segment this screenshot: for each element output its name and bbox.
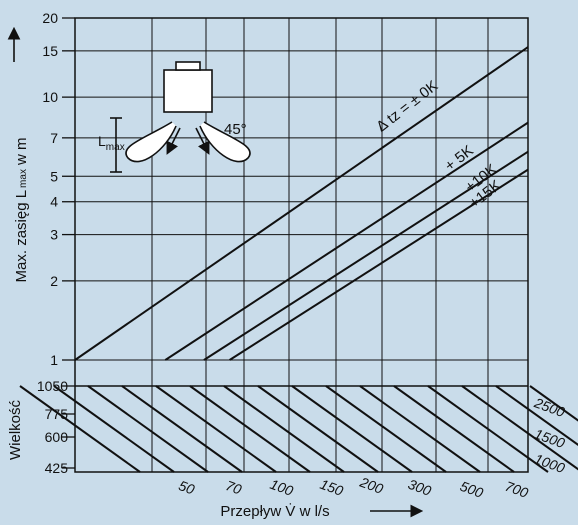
nozzle-body <box>163 69 213 113</box>
y-tick-label-8: 20 <box>42 10 58 26</box>
flow-tick-label-2: 100 <box>268 476 296 499</box>
y-axis-label: Max. zasięg L max w m <box>13 138 30 283</box>
size-diagonal-15 <box>529 385 578 422</box>
inset-length-label: Lmax <box>98 133 125 153</box>
y-axis-label-tail: w m <box>13 138 30 167</box>
airflow-arrow-right <box>195 127 210 155</box>
series-line-0 <box>74 46 529 361</box>
size-tick-label-3: 425 <box>45 460 69 476</box>
size-diagonal-12 <box>427 385 549 473</box>
size-diagonal-0 <box>19 385 141 473</box>
flow-tick-label-0: 50 <box>177 477 197 497</box>
airflow-left <box>125 121 177 163</box>
x-axis-label: Przepływ V̇ w l/s <box>220 503 329 520</box>
size-diagonal-10 <box>359 385 481 473</box>
airflow-arrow-left <box>166 127 181 155</box>
flow-tick-label-4: 200 <box>357 473 386 496</box>
size-diagonal-11 <box>393 385 515 473</box>
y-tick-label-6: 10 <box>42 89 58 105</box>
size-diagonal-5 <box>189 385 311 473</box>
flow-tick-label-8: 1000 <box>532 450 567 476</box>
size-diagonal-1 <box>53 385 175 473</box>
y-axis-label-sub: max <box>18 169 29 188</box>
flow-tick-label-5: 300 <box>406 476 434 499</box>
nozzle-cap <box>175 61 201 71</box>
flow-tick-label-9: 1500 <box>532 425 567 451</box>
flow-tick-label-6: 500 <box>458 478 486 501</box>
size-tick-label-1: 775 <box>45 406 69 422</box>
nozzle-illustration <box>110 61 251 173</box>
y-tick-label-4: 5 <box>50 168 58 184</box>
airflow-right <box>199 121 251 163</box>
series-line-2 <box>203 150 529 361</box>
y-tick-label-2: 3 <box>50 227 58 243</box>
size-diagonal-8 <box>291 385 413 473</box>
size-diagonal-lines <box>19 385 578 473</box>
size-diagonal-13 <box>461 385 578 471</box>
y-tick-label-5: 7 <box>50 130 58 146</box>
series-line-1 <box>164 121 529 361</box>
size-diagonal-7 <box>257 385 379 473</box>
plot-area <box>74 17 529 473</box>
y-tick-label-0: 1 <box>50 352 58 368</box>
size-tick-label-0: 1050 <box>37 378 68 394</box>
y-axis-label-main: Max. zasięg L <box>13 190 30 283</box>
series-line-3 <box>229 168 529 361</box>
size-tick-label-2: 600 <box>45 429 69 445</box>
size-diagonal-4 <box>155 385 277 473</box>
size-diagonal-3 <box>121 385 243 473</box>
flow-tick-label-3: 150 <box>318 476 346 499</box>
size-diagonal-14 <box>495 385 578 446</box>
flow-tick-label-1: 70 <box>224 477 244 497</box>
y-tick-label-3: 4 <box>50 194 58 210</box>
inset-angle-label: 45° <box>224 121 247 138</box>
y-tick-label-1: 2 <box>50 273 58 289</box>
size-diagonal-6 <box>223 385 345 473</box>
size-diagonal-2 <box>87 385 209 473</box>
size-axis-label: Wielkość <box>7 400 24 461</box>
flow-tick-label-7: 700 <box>503 478 531 501</box>
size-diagonal-9 <box>325 385 447 473</box>
y-tick-label-7: 15 <box>42 43 58 59</box>
